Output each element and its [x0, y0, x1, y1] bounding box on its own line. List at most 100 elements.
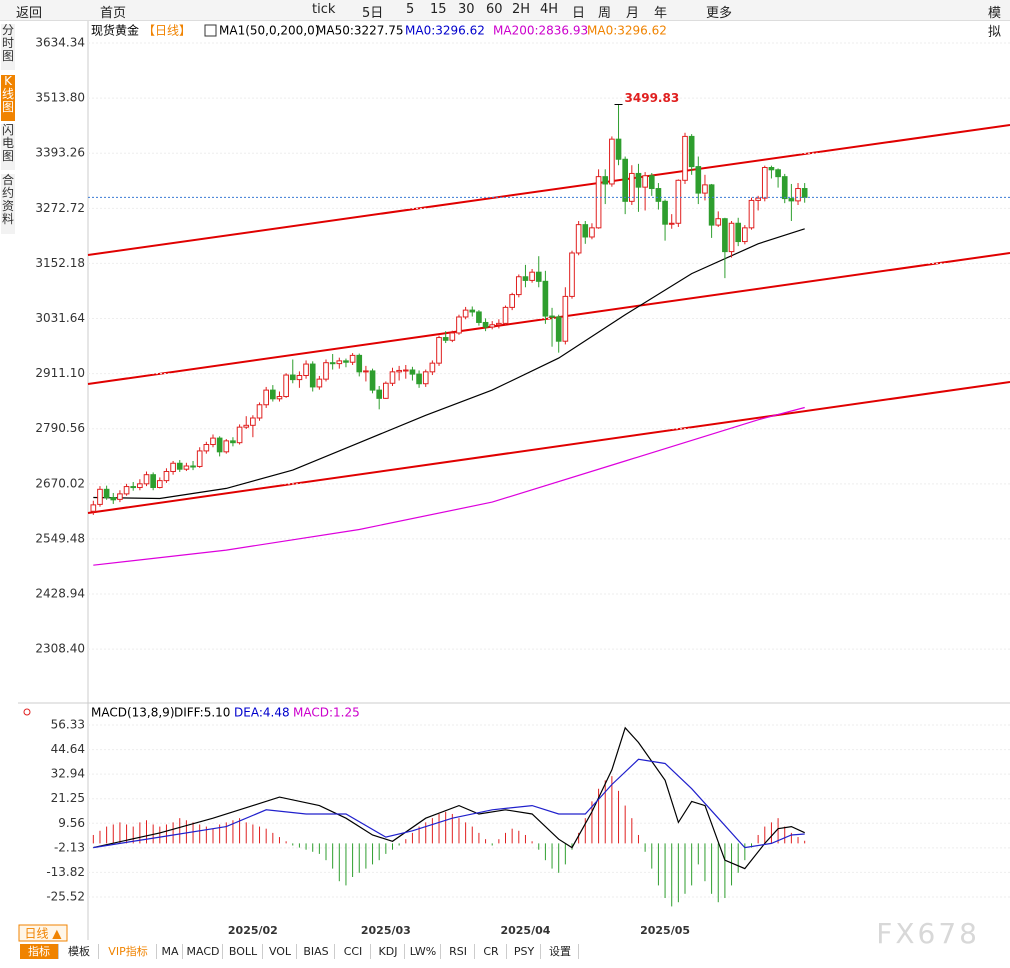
candle-body	[402, 369, 409, 372]
indicator-line	[93, 406, 805, 566]
toolbar-button[interactable]: 15	[430, 2, 447, 17]
period-selector[interactable]: 日线 ▲	[24, 927, 62, 941]
candle-body	[628, 172, 635, 202]
candle-body	[742, 227, 748, 243]
candle-body	[735, 222, 742, 243]
bottom-tab[interactable]: 设置	[542, 944, 579, 959]
candle-body	[615, 138, 622, 160]
side-tab[interactable]: 分时图	[1, 24, 15, 70]
bottom-tab[interactable]: PSY	[508, 944, 541, 959]
bottom-tab[interactable]: CCI	[336, 944, 371, 959]
candle-body	[316, 378, 323, 388]
bottom-tab[interactable]: LW%	[406, 944, 441, 959]
candle-body	[343, 360, 349, 363]
y-tick-label: 3152.18	[35, 256, 85, 270]
toolbar-button[interactable]: 年	[654, 6, 668, 21]
side-tab[interactable]: 合约资料	[1, 174, 15, 234]
toolbar-button[interactable]: 首页	[100, 6, 127, 21]
candle-body	[549, 315, 555, 318]
x-tick-label: 2025/04	[500, 924, 550, 937]
candle-body	[509, 294, 515, 308]
bottom-tab[interactable]: VIP指标	[100, 944, 157, 959]
x-tick-label: 2025/03	[361, 924, 411, 937]
legend-entry: MA50:3227.75	[316, 24, 404, 38]
bottom-tab[interactable]: MACD	[184, 944, 223, 959]
candle-body	[535, 271, 542, 282]
side-tab[interactable]: 闪电图	[1, 124, 15, 170]
candle-body	[695, 166, 702, 194]
candle-body	[156, 480, 163, 488]
candle-body	[183, 465, 190, 470]
candle-body	[143, 474, 150, 485]
toolbar-button[interactable]: 更多	[706, 6, 733, 21]
candle-body	[243, 424, 250, 428]
candle-body	[349, 354, 356, 363]
candle-body	[117, 493, 123, 500]
candle-body	[675, 179, 682, 224]
candle-body	[648, 175, 655, 190]
period-box[interactable]	[18, 924, 68, 942]
candle-body	[529, 271, 535, 281]
bottom-tab[interactable]: VOL	[264, 944, 297, 959]
candle-body	[642, 175, 648, 188]
toolbar-button[interactable]: 30	[458, 2, 475, 17]
y-tick-label: -25.52	[46, 890, 85, 904]
bottom-tab[interactable]: CR	[476, 944, 507, 959]
candle-body	[363, 370, 369, 373]
bottom-tab[interactable]: RSI	[442, 944, 475, 959]
candle-body	[442, 337, 449, 341]
candle-body	[668, 222, 675, 225]
y-tick-label: 2428.94	[35, 587, 85, 601]
toolbar-button[interactable]: 5	[406, 2, 415, 17]
candle-body	[722, 218, 728, 253]
toolbar-button[interactable]: 周	[598, 6, 612, 21]
y-tick-label: 3031.64	[35, 311, 85, 325]
x-tick-label: 2025/02	[228, 924, 278, 937]
candle-body	[469, 309, 476, 313]
candle-body	[123, 486, 130, 495]
legend-entry: 【日线】	[143, 24, 191, 38]
y-tick-label: 56.33	[51, 718, 85, 732]
indicator-line	[93, 228, 805, 500]
candle-body	[476, 311, 482, 323]
candle-body	[748, 199, 755, 229]
toolbar-button[interactable]: 60	[486, 2, 503, 17]
bottom-tab[interactable]: 指标	[20, 944, 59, 959]
peak-label: 3499.83	[625, 91, 680, 105]
bottom-tab[interactable]: BOLL	[224, 944, 263, 959]
toolbar-button[interactable]: 模拟	[988, 6, 1002, 40]
candle-body	[250, 417, 256, 426]
candle-body	[662, 200, 668, 225]
candle-body	[708, 184, 715, 226]
toolbar-button[interactable]: 2H	[512, 2, 531, 17]
bottom-tab[interactable]: 模板	[60, 944, 99, 959]
toolbar-button[interactable]: 5日	[362, 6, 384, 21]
y-tick-label: 9.56	[58, 816, 85, 830]
legend-entry: MA1(50,0,200,0)	[219, 24, 319, 38]
candle-body	[462, 309, 469, 318]
bottom-tab[interactable]: KDJ	[372, 944, 405, 959]
candle-body	[422, 371, 429, 385]
candle-body	[728, 222, 735, 253]
legend-entry: DIFF:5.10	[174, 706, 230, 720]
toolbar-button[interactable]: 日	[572, 6, 586, 21]
toolbar-button[interactable]: tick	[312, 2, 336, 17]
candle-body	[515, 276, 522, 296]
candle-body	[715, 218, 722, 226]
candle-body	[163, 470, 170, 482]
x-tick-label: 2025/05	[640, 924, 690, 937]
toolbar-button[interactable]: 4H	[540, 2, 559, 17]
bottom-tab[interactable]: BIAS	[298, 944, 335, 959]
candle-body	[130, 486, 137, 489]
candle-body	[203, 444, 210, 452]
candle-body	[595, 176, 602, 229]
y-tick-label: 21.25	[51, 791, 85, 805]
side-tab[interactable]: K线图	[1, 75, 15, 121]
toolbar-button[interactable]: 返回	[16, 6, 43, 21]
candle-body	[263, 389, 270, 406]
toolbar-button[interactable]: 月	[626, 6, 640, 21]
candle-body	[555, 316, 562, 342]
bottom-tab[interactable]: MA	[158, 944, 183, 959]
candle-body	[256, 404, 263, 419]
